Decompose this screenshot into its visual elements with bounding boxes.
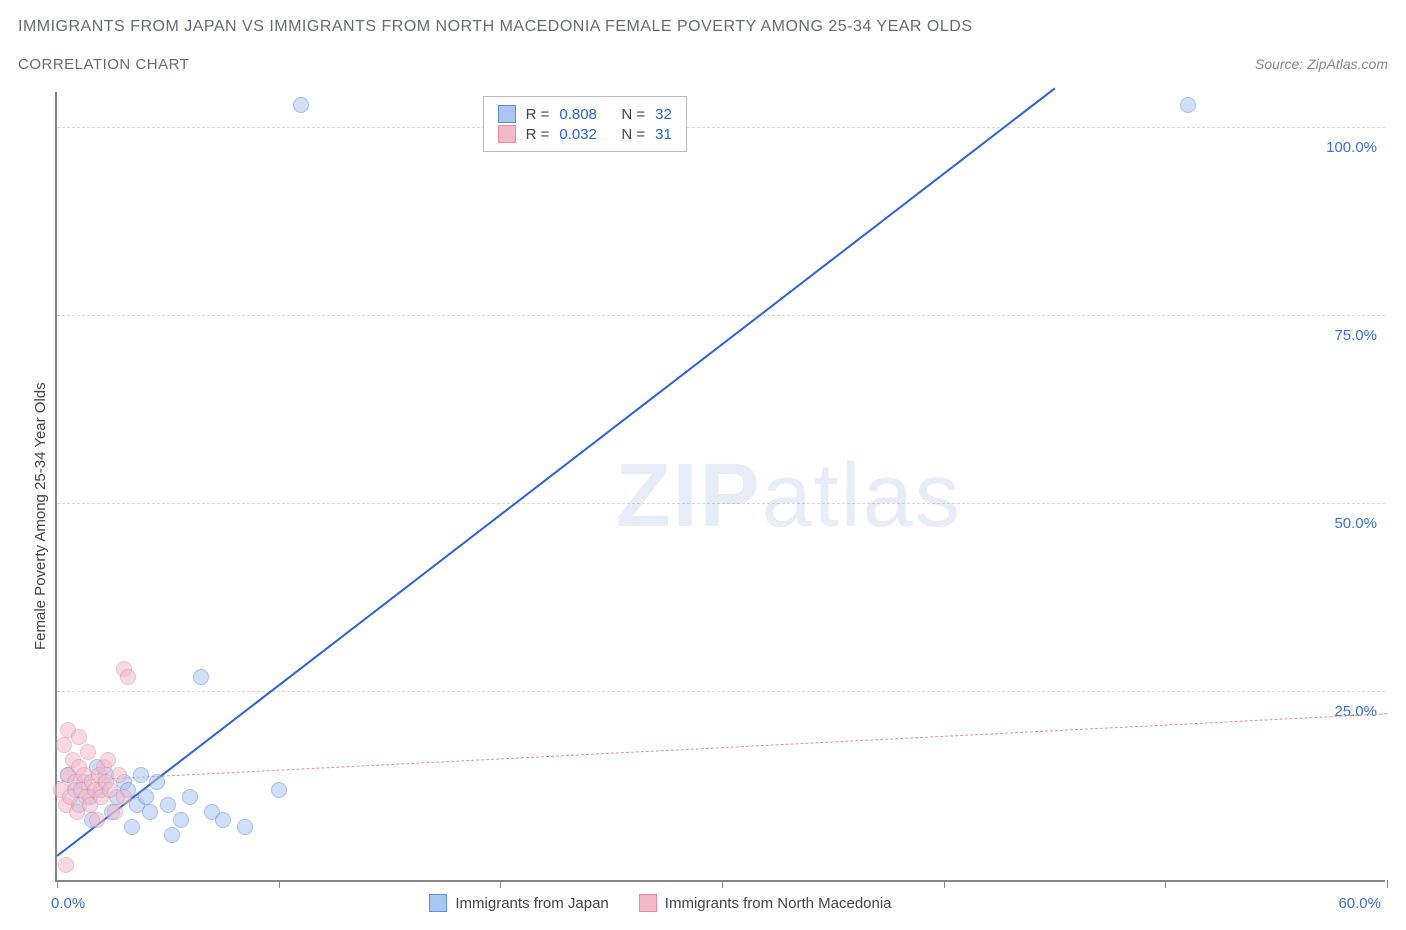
data-point bbox=[1180, 97, 1196, 113]
data-point bbox=[71, 729, 87, 745]
chart-title-line1: IMMIGRANTS FROM JAPAN VS IMMIGRANTS FROM… bbox=[18, 18, 973, 36]
data-point bbox=[89, 812, 105, 828]
series-legend-item: Immigrants from North Macedonia bbox=[639, 894, 892, 912]
data-point bbox=[173, 812, 189, 828]
x-tick bbox=[500, 880, 501, 888]
x-tick-label: 60.0% bbox=[1338, 895, 1381, 912]
watermark: ZIPatlas bbox=[616, 445, 962, 548]
data-point bbox=[116, 789, 132, 805]
r-value: 0.032 bbox=[559, 126, 611, 143]
chart-title-line2: CORRELATION CHART bbox=[18, 56, 189, 73]
data-point bbox=[133, 767, 149, 783]
data-point bbox=[160, 797, 176, 813]
x-tick-label: 0.0% bbox=[51, 895, 85, 912]
data-point bbox=[193, 669, 209, 685]
data-point bbox=[182, 789, 198, 805]
series-legend-item: Immigrants from Japan bbox=[429, 894, 608, 912]
data-point bbox=[80, 744, 96, 760]
r-label: R = bbox=[526, 126, 550, 143]
legend-swatch bbox=[498, 125, 516, 143]
data-point bbox=[237, 819, 253, 835]
legend-swatch bbox=[639, 894, 657, 912]
data-point bbox=[138, 789, 154, 805]
data-point bbox=[124, 819, 140, 835]
trend-line bbox=[57, 713, 1387, 782]
gridline-h bbox=[57, 503, 1385, 504]
legend-label: Immigrants from North Macedonia bbox=[665, 895, 892, 912]
y-tick-label: 50.0% bbox=[1334, 515, 1377, 532]
n-value: 32 bbox=[655, 106, 672, 123]
gridline-h bbox=[57, 691, 1385, 692]
data-point bbox=[120, 669, 136, 685]
gridline-h bbox=[57, 127, 1385, 128]
stats-legend-row: R = 0.032 N = 31 bbox=[498, 125, 672, 143]
y-tick-label: 25.0% bbox=[1334, 703, 1377, 720]
legend-swatch bbox=[429, 894, 447, 912]
data-point bbox=[149, 774, 165, 790]
stats-legend: R = 0.808 N = 32 R = 0.032 N = 31 bbox=[483, 96, 687, 152]
x-tick bbox=[279, 880, 280, 888]
n-label: N = bbox=[621, 106, 645, 123]
data-point bbox=[58, 857, 74, 873]
trend-line bbox=[56, 88, 1055, 857]
x-tick bbox=[1387, 880, 1388, 888]
legend-swatch bbox=[498, 105, 516, 123]
data-point bbox=[111, 767, 127, 783]
y-tick-label: 75.0% bbox=[1334, 327, 1377, 344]
source-label: Source: ZipAtlas.com bbox=[1255, 56, 1388, 72]
data-point bbox=[142, 804, 158, 820]
data-point bbox=[215, 812, 231, 828]
data-point bbox=[293, 97, 309, 113]
x-tick bbox=[57, 880, 58, 888]
data-point bbox=[164, 827, 180, 843]
x-tick bbox=[722, 880, 723, 888]
y-tick-label: 100.0% bbox=[1326, 139, 1377, 156]
r-label: R = bbox=[526, 106, 550, 123]
data-point bbox=[107, 804, 123, 820]
y-axis-label: Female Poverty Among 25-34 Year Olds bbox=[32, 382, 49, 650]
x-tick bbox=[1165, 880, 1166, 888]
stats-legend-row: R = 0.808 N = 32 bbox=[498, 105, 672, 123]
plot-area: 25.0%50.0%75.0%100.0%0.0%60.0%ZIPatlasR … bbox=[55, 92, 1385, 882]
series-legend: Immigrants from Japan Immigrants from Nor… bbox=[429, 894, 891, 912]
r-value: 0.808 bbox=[559, 106, 611, 123]
data-point bbox=[56, 737, 72, 753]
data-point bbox=[100, 752, 116, 768]
data-point bbox=[271, 782, 287, 798]
gridline-h bbox=[57, 315, 1385, 316]
x-tick bbox=[944, 880, 945, 888]
legend-label: Immigrants from Japan bbox=[455, 895, 608, 912]
n-value: 31 bbox=[655, 126, 672, 143]
n-label: N = bbox=[621, 126, 645, 143]
